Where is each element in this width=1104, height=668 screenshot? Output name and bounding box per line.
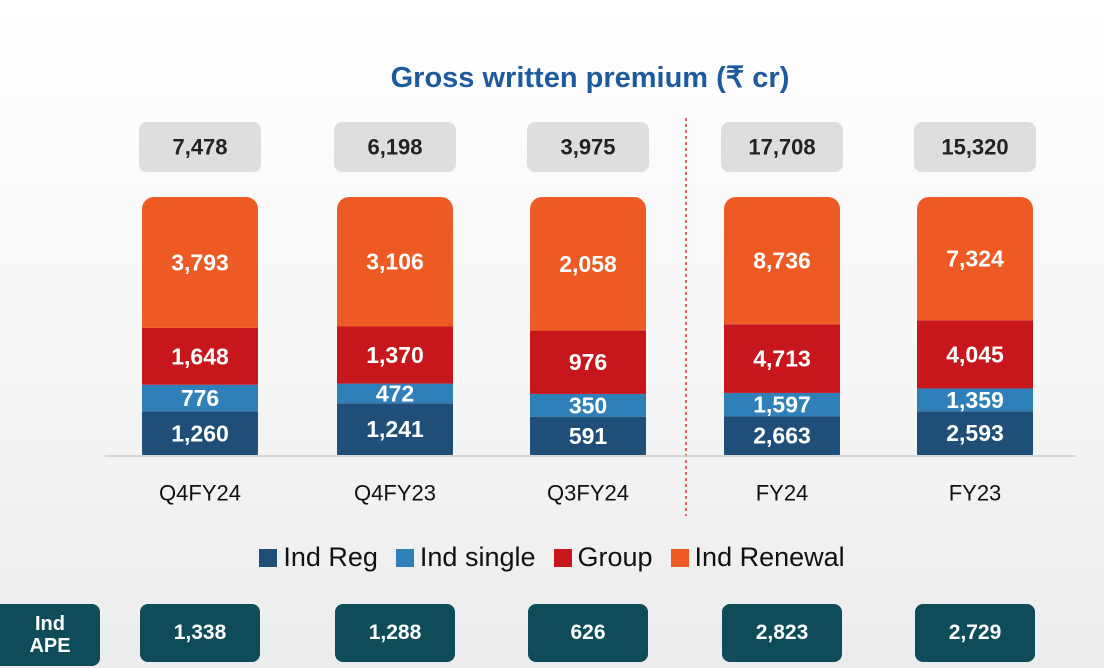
bar-group <box>142 197 258 455</box>
ape-box: 626 <box>528 604 648 662</box>
bar-segment <box>724 197 840 325</box>
bar-segment <box>530 197 646 331</box>
bar-segment <box>337 326 453 384</box>
data-label: 1,597 <box>753 392 811 418</box>
ape-box: 1,288 <box>335 604 455 662</box>
bar-group <box>917 197 1033 455</box>
bar-segment <box>142 384 258 412</box>
total-label: 15,320 <box>941 135 1008 160</box>
data-label: 1,241 <box>366 416 424 442</box>
ape-label: Ind APE <box>0 604 100 666</box>
data-label: 472 <box>376 380 414 406</box>
legend-swatch <box>259 548 278 567</box>
bar-segment <box>724 324 840 393</box>
bar-segment <box>142 327 258 385</box>
bar-segment <box>337 197 453 327</box>
data-label: 776 <box>181 385 219 411</box>
legend-item: Ind Renewal <box>670 542 845 573</box>
legend-swatch <box>670 548 689 567</box>
x-tick-label: Q3FY24 <box>547 481 629 506</box>
bar-segment <box>724 392 840 417</box>
bar-group <box>724 197 840 455</box>
total-label: 7,478 <box>172 135 227 160</box>
bar-segment <box>142 197 258 328</box>
bar-group <box>337 197 453 455</box>
legend-swatch <box>395 548 414 567</box>
data-label: 7,324 <box>946 246 1004 272</box>
total-box <box>139 122 261 172</box>
legend-label: Group <box>577 542 653 572</box>
data-label: 2,593 <box>946 420 1004 446</box>
x-tick-label: FY24 <box>756 481 809 506</box>
data-label: 8,736 <box>753 248 811 274</box>
data-label: 350 <box>569 392 607 418</box>
total-box <box>334 122 456 172</box>
data-label: 591 <box>569 423 608 449</box>
data-label: 2,058 <box>559 251 617 277</box>
bar-segment <box>917 411 1033 455</box>
legend-item: Ind single <box>395 542 536 573</box>
bar-segment <box>530 393 646 417</box>
ape-box: 2,823 <box>722 604 842 662</box>
x-tick-label: FY23 <box>949 481 1002 506</box>
data-label: 4,713 <box>753 346 811 372</box>
x-tick-label: Q4FY23 <box>354 481 436 506</box>
total-box <box>914 122 1036 172</box>
legend-label: Ind single <box>419 542 536 572</box>
legend: Ind Reg Ind single Group Ind Renewal <box>0 542 1104 573</box>
ape-box: 2,729 <box>915 604 1035 662</box>
data-label: 3,106 <box>366 249 424 275</box>
ape-box: 1,338 <box>140 604 260 662</box>
data-label: 1,370 <box>366 342 424 368</box>
legend-label: Ind Reg <box>283 542 378 572</box>
total-label: 6,198 <box>367 135 422 160</box>
bar-segment <box>724 416 840 455</box>
total-label: 17,708 <box>748 135 815 160</box>
bar-segment <box>142 411 258 455</box>
data-label: 976 <box>569 349 607 375</box>
bar-segment <box>530 330 646 394</box>
legend-swatch <box>553 548 572 567</box>
data-label: 1,359 <box>946 387 1004 413</box>
bar-segment <box>917 197 1033 321</box>
bar-segment <box>917 320 1033 389</box>
total-box <box>527 122 649 172</box>
bar-group <box>530 197 646 455</box>
bar-segment <box>530 416 646 455</box>
total-box <box>721 122 843 172</box>
x-tick-label: Q4FY24 <box>159 481 241 506</box>
total-label: 3,975 <box>560 135 615 160</box>
chart-title: Gross written premium (₹ cr) <box>391 62 790 94</box>
data-label: 2,663 <box>753 423 811 449</box>
data-label: 1,260 <box>171 420 229 446</box>
data-label: 4,045 <box>946 341 1004 367</box>
data-label: 1,648 <box>171 343 229 369</box>
bar-segment <box>917 388 1033 412</box>
bar-segment <box>337 383 453 404</box>
data-label: 3,793 <box>171 249 229 275</box>
legend-item: Ind Reg <box>259 542 378 573</box>
legend-label: Ind Renewal <box>694 542 845 572</box>
legend-item: Group <box>553 542 653 573</box>
bar-segment <box>337 403 453 455</box>
